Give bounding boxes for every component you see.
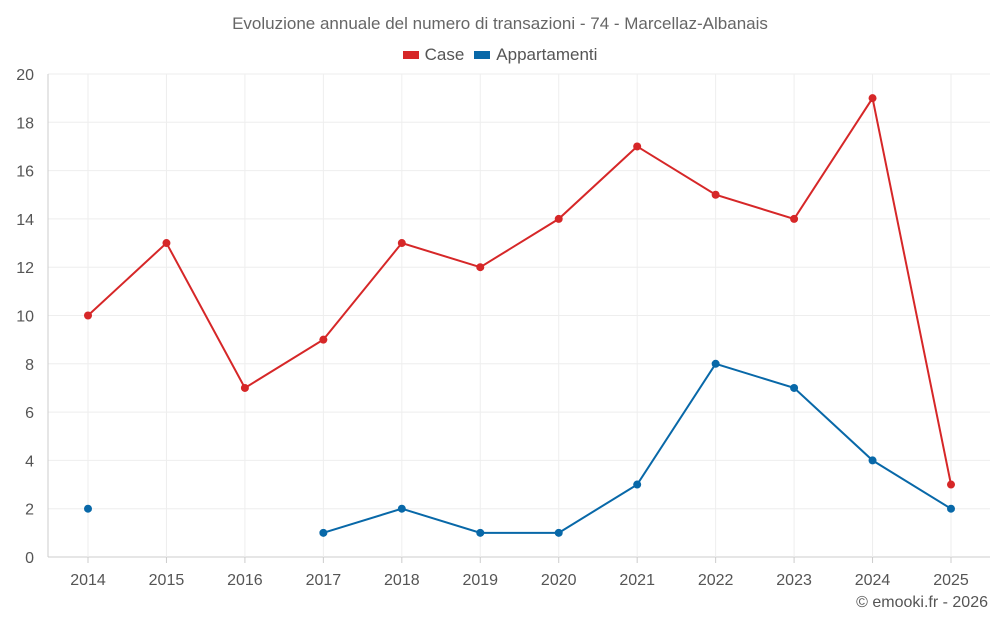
data-point-appartamenti — [397, 504, 406, 513]
data-point-case — [790, 214, 799, 223]
copyright-credit: © emooki.fr - 2026 — [856, 594, 988, 611]
legend-item-case[interactable]: Case — [402, 45, 465, 65]
y-tick-label: 16 — [16, 164, 34, 181]
data-point-case — [554, 214, 563, 223]
data-point-appartamenti — [947, 504, 955, 513]
y-tick-label: 14 — [16, 212, 34, 229]
y-tick-label: 2 — [25, 502, 34, 519]
x-tick-label: 2019 — [462, 572, 498, 589]
legend: Case Appartamenti — [0, 45, 1000, 65]
y-tick-label: 6 — [25, 405, 34, 422]
data-point-appartamenti — [633, 480, 642, 489]
x-tick-label: 2021 — [619, 572, 655, 589]
data-point-appartamenti — [476, 528, 485, 537]
data-point-appartamenti — [790, 383, 799, 392]
x-tick-label: 2016 — [227, 572, 263, 589]
x-tick-label: 2022 — [698, 572, 734, 589]
y-tick-label: 0 — [25, 550, 34, 567]
legend-item-appartamenti[interactable]: Appartamenti — [474, 45, 597, 65]
data-point-case — [711, 190, 720, 199]
data-point-case — [947, 480, 955, 489]
x-tick-label: 2023 — [776, 572, 812, 589]
legend-swatch-appartamenti — [474, 51, 491, 59]
y-tick-label: 20 — [16, 67, 34, 84]
legend-label-appartamenti: Appartamenti — [496, 45, 598, 64]
data-point-case — [476, 263, 485, 272]
data-point-case — [319, 335, 328, 344]
x-tick-label: 2014 — [70, 572, 106, 589]
y-tick-label: 4 — [25, 453, 34, 470]
data-point-appartamenti — [554, 528, 563, 537]
x-tick-label: 2020 — [541, 572, 577, 589]
data-point-case — [162, 239, 171, 248]
x-tick-label: 2015 — [149, 572, 185, 589]
series-line-case — [87, 95, 952, 485]
data-point-appartamenti — [711, 359, 720, 368]
x-tick-label: 2024 — [855, 572, 891, 589]
y-tick-label: 8 — [25, 357, 34, 374]
x-tick-label: 2025 — [933, 572, 969, 589]
y-tick-label: 10 — [16, 309, 34, 326]
data-point-case — [240, 383, 249, 392]
x-tick-label: 2018 — [384, 572, 420, 589]
data-point-case — [84, 311, 92, 320]
y-tick-label: 18 — [16, 115, 34, 132]
data-point-appartamenti — [319, 528, 328, 537]
data-point-appartamenti — [868, 456, 877, 465]
y-tick-label: 12 — [16, 260, 34, 277]
data-point-case — [397, 239, 406, 248]
x-tick-label: 2017 — [306, 572, 342, 589]
data-point-case — [868, 94, 877, 103]
chart-title: Evoluzione annuale del numero di transaz… — [232, 14, 768, 33]
data-point-case — [633, 142, 642, 151]
data-point-appartamenti — [84, 504, 92, 513]
legend-swatch-case — [402, 51, 419, 59]
legend-label-case: Case — [424, 45, 465, 64]
